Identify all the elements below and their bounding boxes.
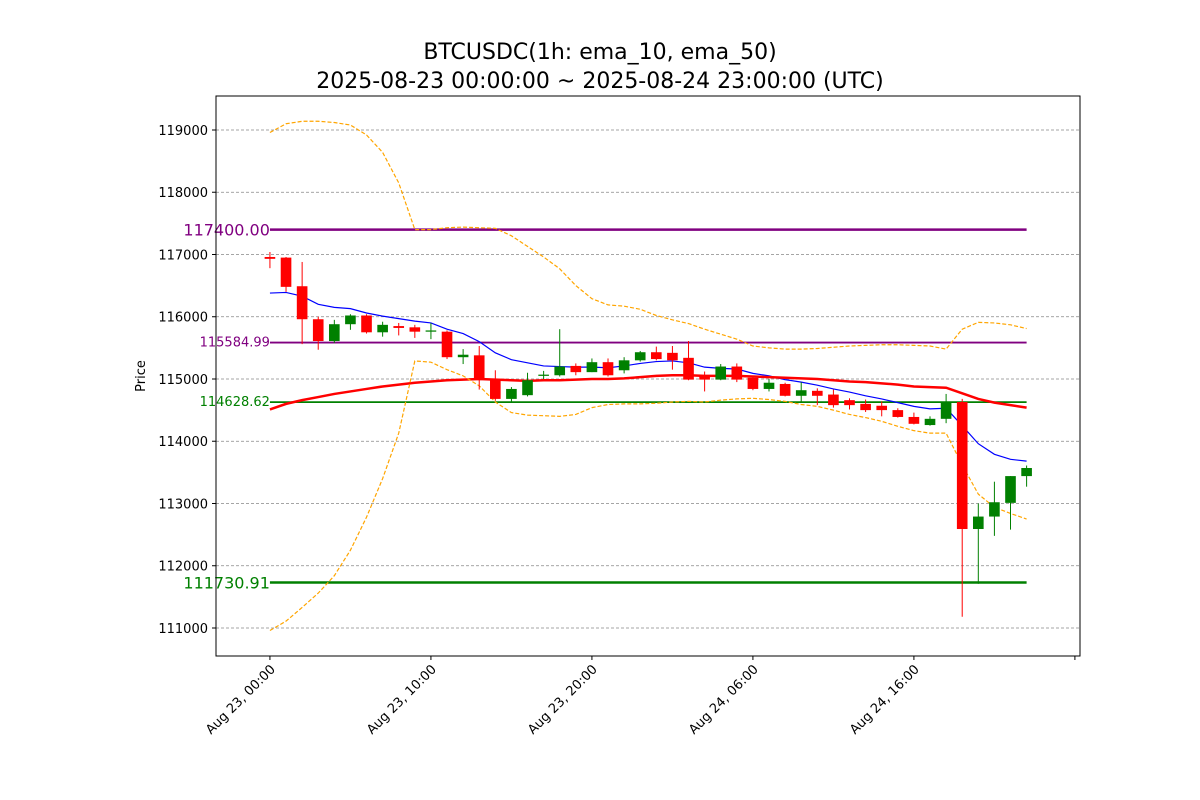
y-tick-label: 116000: [158, 311, 208, 326]
y-tick-label: 114000: [158, 435, 208, 450]
candle-body: [908, 416, 920, 424]
candle-body: [989, 502, 1000, 517]
candle-body: [490, 379, 501, 399]
indicator-line: [269, 291, 1027, 462]
candle-body: [506, 388, 517, 399]
level-label: 111730.91: [183, 573, 270, 592]
candle-body: [892, 410, 904, 417]
candle-body: [296, 286, 308, 320]
candle-body: [1021, 468, 1032, 477]
candle-body: [393, 326, 405, 328]
candle-body: [651, 352, 662, 360]
candle-body: [683, 357, 694, 380]
indicator-line: [269, 374, 1027, 411]
candle-body: [634, 352, 646, 361]
candle-body: [667, 352, 678, 361]
candle-body: [264, 256, 276, 259]
candle-body: [747, 377, 759, 389]
candle-body: [554, 366, 566, 376]
candle-body: [795, 390, 807, 396]
candle-body: [570, 365, 582, 373]
indicator-line: [269, 360, 1027, 631]
candle-body: [924, 418, 936, 426]
candle-body: [618, 360, 630, 371]
candle-body: [860, 403, 871, 411]
candle-body: [779, 383, 791, 396]
candle-body: [828, 394, 839, 406]
candle-body: [409, 327, 421, 332]
candle-body: [522, 380, 533, 396]
y-tick-label: 115000: [158, 373, 208, 388]
candle-body: [425, 330, 437, 332]
y-axis-label: Price: [134, 360, 149, 392]
indicator-line: [269, 120, 1027, 350]
y-tick-label: 118000: [158, 186, 208, 201]
plot-frame: [215, 95, 1081, 657]
candle-body: [602, 362, 614, 376]
candle-body: [361, 315, 372, 333]
candle-body: [731, 366, 743, 380]
candle-body: [457, 354, 469, 358]
y-tick-label: 111000: [158, 622, 208, 637]
y-tick-label: 117000: [158, 248, 208, 263]
y-tick-label: 113000: [158, 497, 208, 512]
candle-body: [811, 390, 823, 396]
candle-body: [312, 319, 324, 342]
candle-body: [538, 374, 549, 376]
candle-body: [763, 382, 775, 389]
level-label: 115584.99: [200, 336, 270, 351]
candle-body: [844, 400, 855, 406]
candle-body: [345, 315, 356, 325]
candle-body: [329, 324, 340, 342]
y-tick-label: 119000: [158, 124, 208, 139]
candle-body: [377, 324, 388, 333]
candle-body: [280, 257, 292, 287]
candle-body: [699, 375, 710, 380]
candle-body: [473, 355, 485, 380]
candle-body: [940, 402, 952, 419]
chart-title: BTCUSDC(1h: ema_10, ema_50): [423, 40, 776, 65]
candle-body: [1005, 476, 1016, 503]
candle-body: [586, 362, 598, 373]
level-label: 117400.00: [183, 221, 270, 240]
candle-body: [441, 331, 453, 358]
level-label: 114628.62: [200, 395, 270, 410]
candle-body: [956, 402, 968, 530]
candle-body: [972, 516, 984, 530]
candle-body: [876, 405, 888, 411]
y-tick-label: 112000: [158, 560, 208, 575]
chart-subtitle: 2025-08-23 00:00:00 ~ 2025-08-24 23:00:0…: [316, 69, 884, 94]
candle-body: [715, 366, 727, 380]
